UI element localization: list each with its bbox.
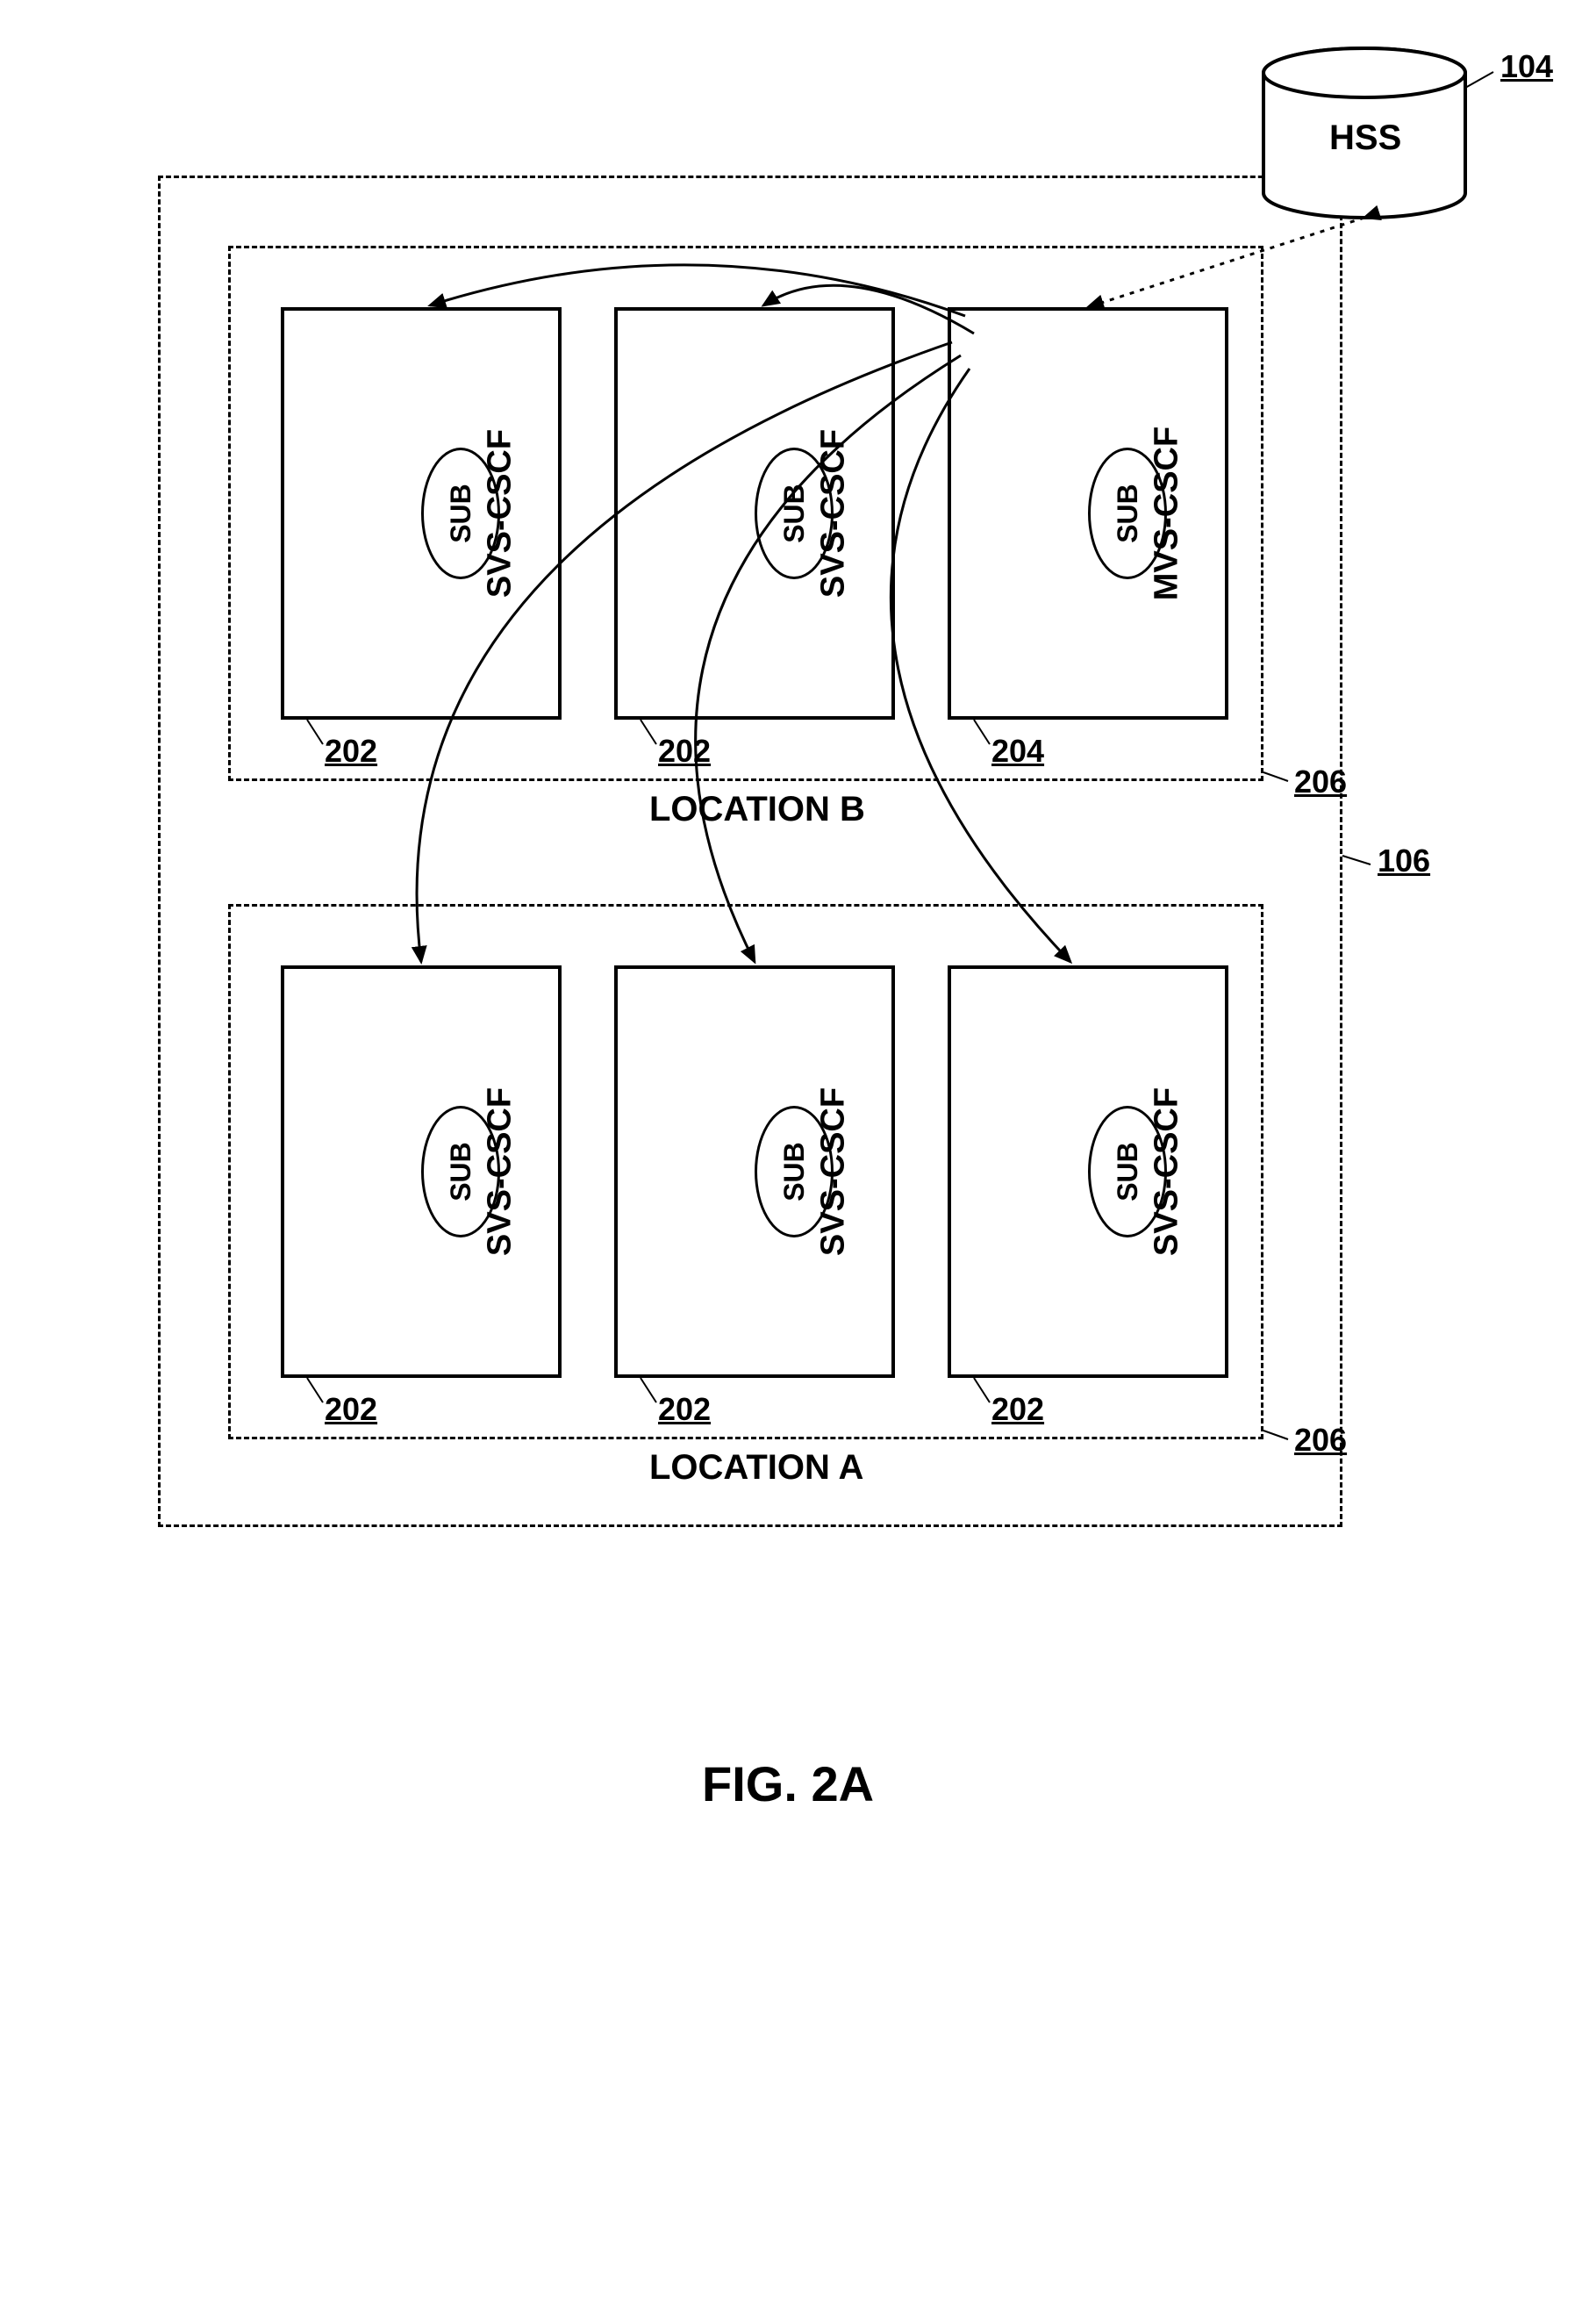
location-a-ref: 206 [1294, 1422, 1347, 1459]
figure-label: FIG. 2A [702, 1755, 874, 1812]
node-ref: 202 [325, 733, 377, 770]
ref-leader [1342, 856, 1371, 864]
location-a-title: LOCATION A [649, 1448, 863, 1488]
sub-ellipse: SUB [1088, 1106, 1167, 1237]
sub-label: SUB [445, 484, 477, 543]
location-b-ref: 206 [1294, 764, 1347, 800]
sub-label: SUB [778, 484, 811, 543]
sub-ellipse: SUB [755, 1106, 834, 1237]
node-ref: 202 [991, 1391, 1044, 1428]
node-ref: 202 [658, 733, 711, 770]
sub-label: SUB [445, 1142, 477, 1201]
hss-label: HSS [1329, 118, 1401, 158]
sub-label: SUB [1112, 484, 1144, 543]
sub-label: SUB [1112, 1142, 1144, 1201]
node-ref: 204 [991, 733, 1044, 770]
diagram-canvas: SVS-CSCF SUB SVS-CSCF SUB MVS-CSCF SUB S… [0, 0, 1589, 2324]
sub-ellipse: SUB [421, 1106, 500, 1237]
ref-leader [1465, 72, 1493, 88]
sub-ellipse: SUB [755, 448, 834, 579]
node-ref: 202 [658, 1391, 711, 1428]
hss-ref: 104 [1500, 48, 1553, 85]
node-ref: 202 [325, 1391, 377, 1428]
sub-label: SUB [778, 1142, 811, 1201]
sub-ellipse: SUB [1088, 448, 1167, 579]
sub-ellipse: SUB [421, 448, 500, 579]
outer-ref: 106 [1378, 843, 1430, 879]
location-b-title: LOCATION B [649, 790, 865, 829]
